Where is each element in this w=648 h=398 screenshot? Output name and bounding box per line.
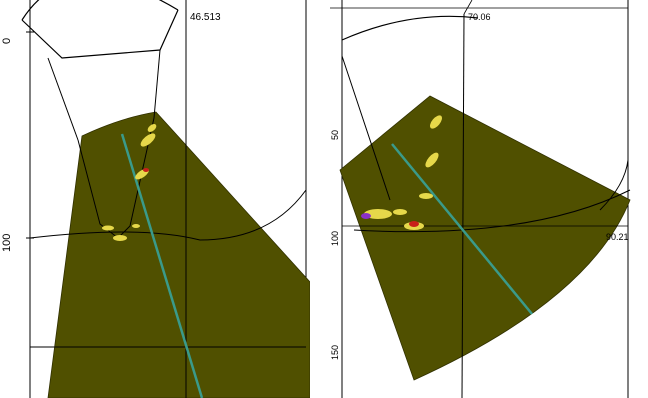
left-top-arc [22, 0, 178, 20]
left-tick-label-0: 0 [1, 38, 13, 44]
left-scan-panel: 46.513 0 100 [0, 0, 310, 398]
right-tick-label-50: 50 [330, 130, 340, 140]
left-tick-label-100: 100 [1, 234, 13, 252]
right-scan-view: 70.06 90.21 50 100 150 [330, 0, 648, 398]
right-scan-panel: 70.06 90.21 50 100 150 [330, 0, 648, 398]
left-wedge-edge-left [48, 58, 78, 140]
left-wedge-outline [22, 10, 178, 58]
left-scan-sector [48, 112, 310, 398]
left-cursor-readout: 46.513 [190, 12, 221, 23]
right-top-arc [342, 16, 478, 40]
right-tick-label-150: 150 [330, 345, 340, 360]
left-wedge-edge-right [154, 50, 160, 118]
right-scan-sector [340, 96, 630, 380]
right-top-readout: 70.06 [468, 12, 491, 22]
left-scan-view: 46.513 0 100 [0, 0, 310, 398]
right-side-readout: 90.21 [606, 232, 629, 242]
right-tick-label-100: 100 [330, 231, 340, 246]
